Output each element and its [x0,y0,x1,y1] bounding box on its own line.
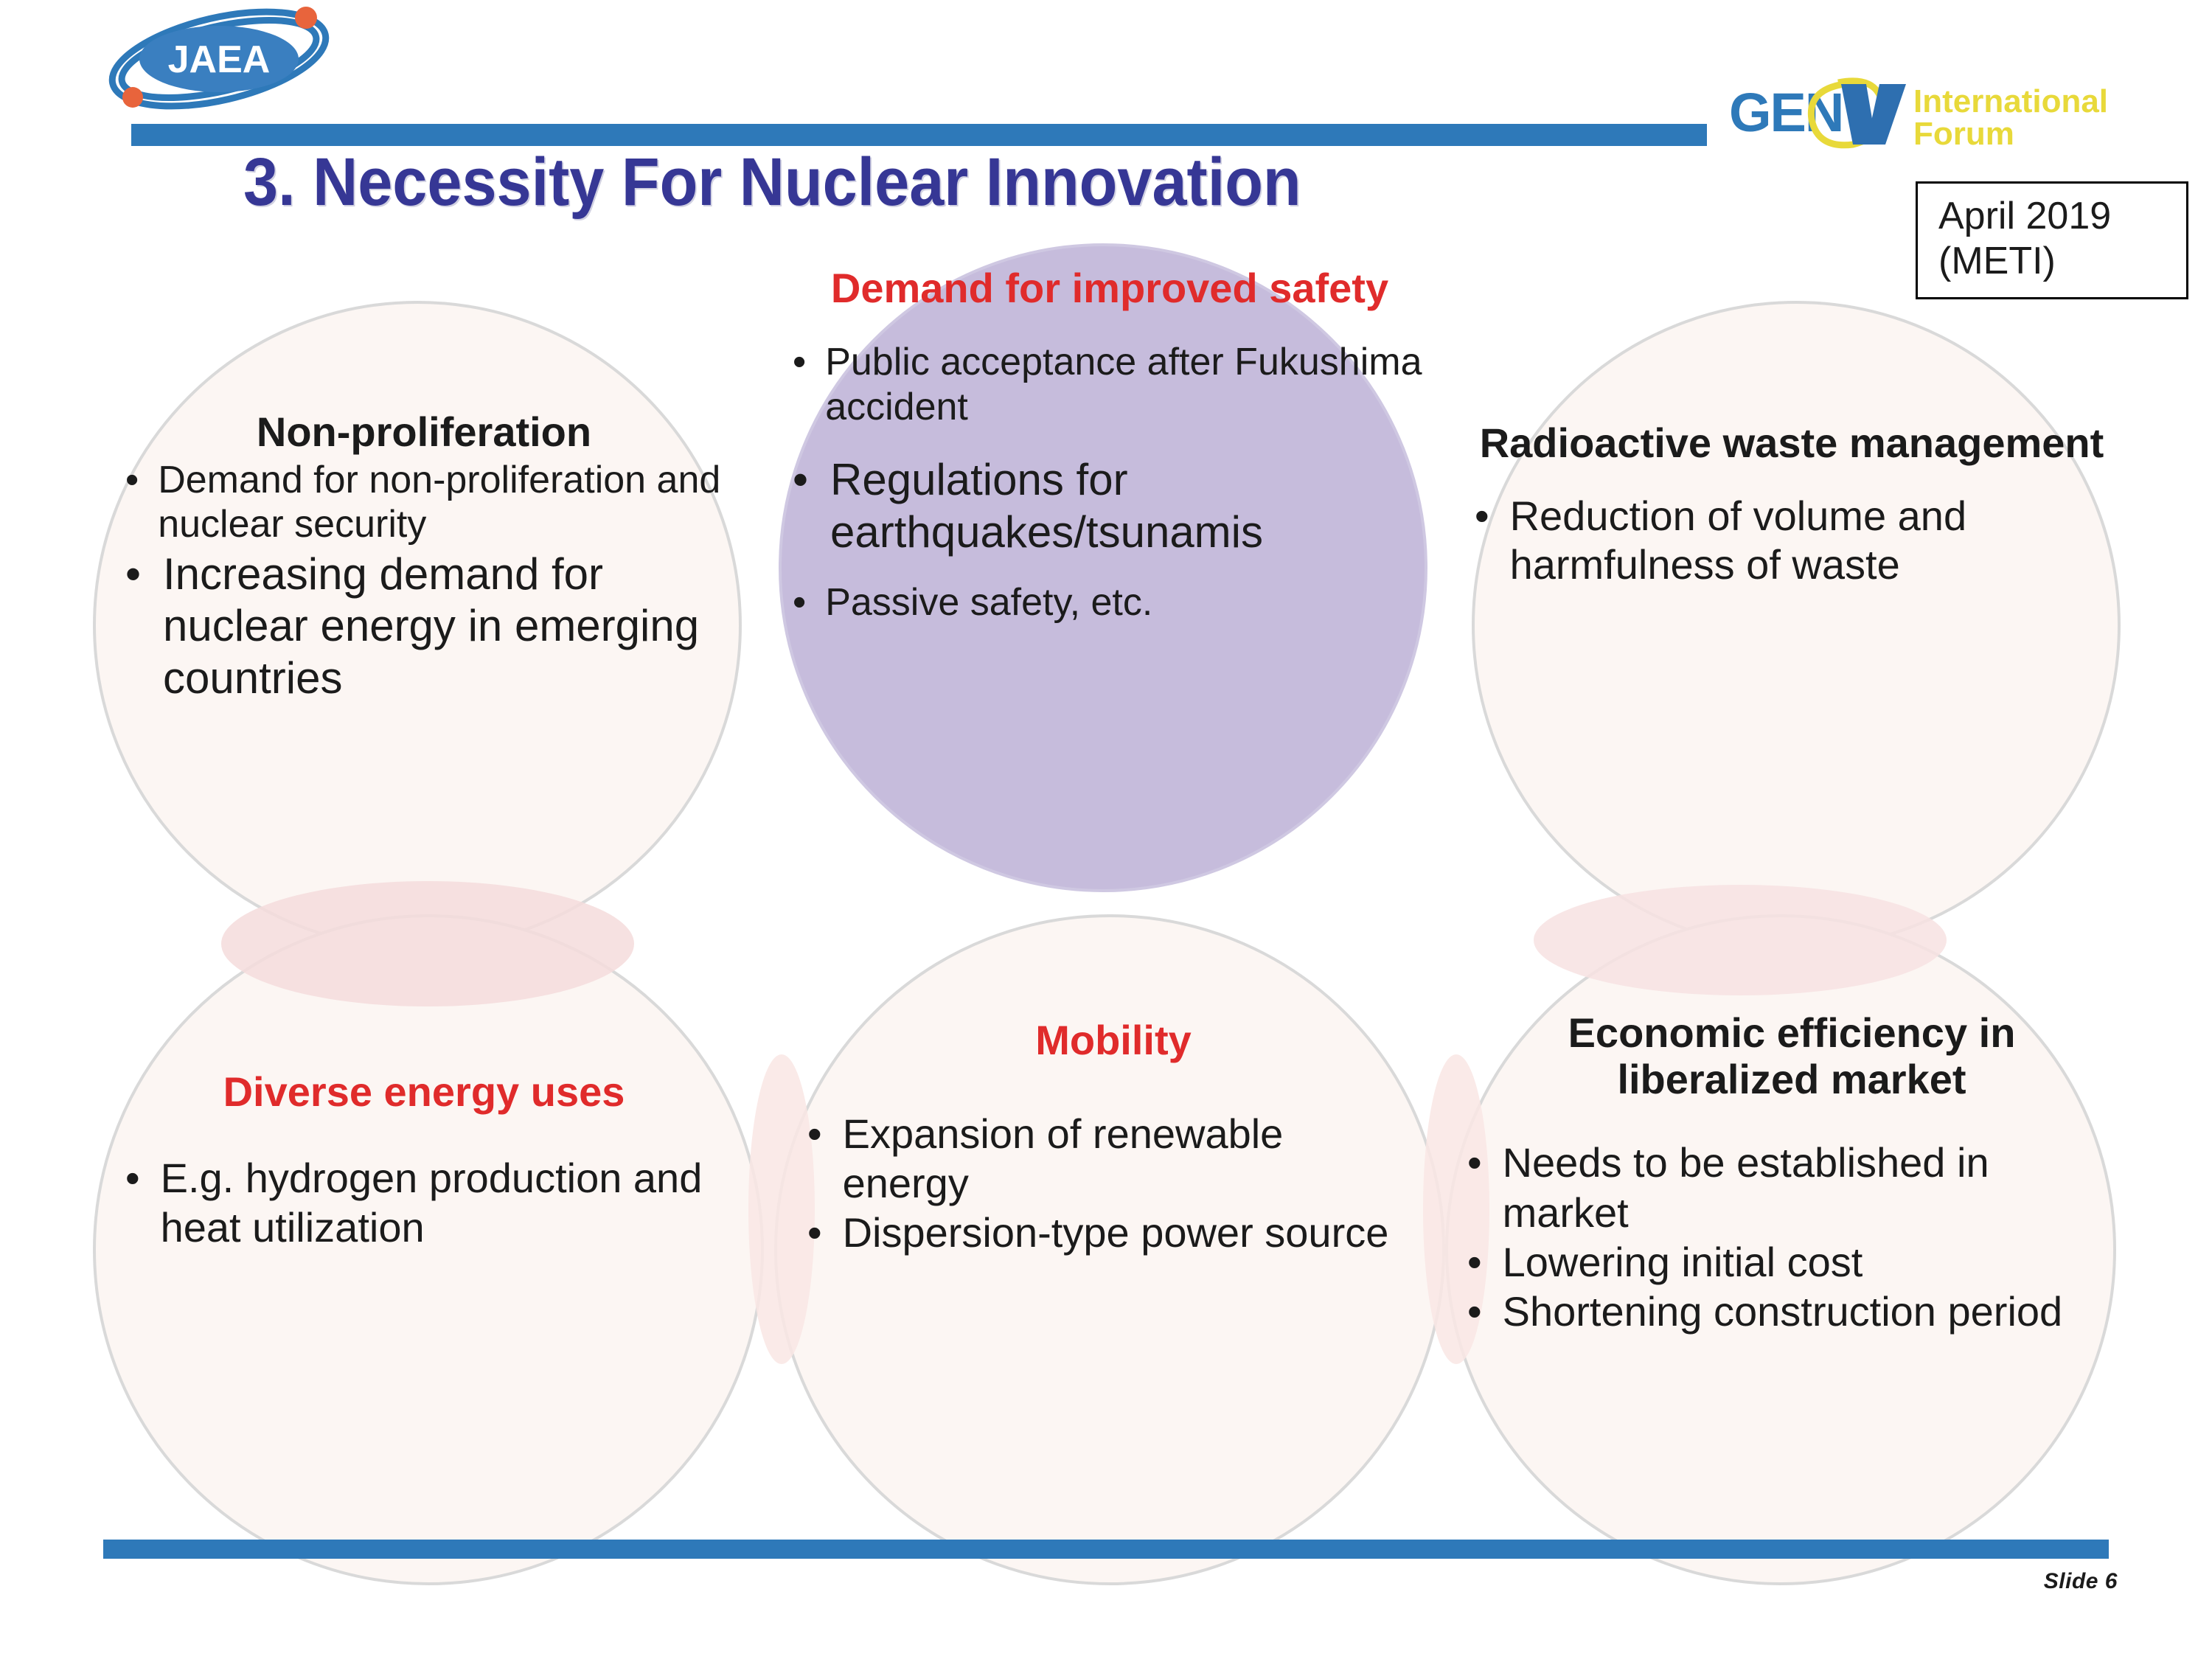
list-item: Regulations for earthquakes/tsunamis [793,454,1427,557]
overlap-lens-middle-left [748,1054,815,1364]
circle-title-radioactive-waste-management: Radioactive waste management [1479,420,2104,466]
list-item: Increasing demand for nuclear energy in … [125,549,723,704]
list-item: Lowering initial cost [1467,1237,2116,1287]
text-block-radioactive-waste-management: Radioactive waste management Reduction o… [1475,420,2109,589]
circle-title-mobility: Mobility [1035,1017,1192,1063]
bullet-list-radioactive-waste-management: Reduction of volume and harmfulness of w… [1475,492,2109,589]
text-block-demand-for-improved-safety: Demand for improved safety Public accept… [793,265,1427,625]
bullet-list-economic-efficiency: Needs to be established in market Loweri… [1467,1138,2116,1336]
list-item: Needs to be established in market [1467,1138,2116,1237]
list-item: Demand for non-proliferation and nuclear… [125,458,723,548]
list-item: Shortening construction period [1467,1287,2116,1336]
bullet-list-small-safety: Public acceptance after Fukushima accide… [793,340,1427,430]
text-block-diverse-energy-uses: Diverse energy uses E.g. hydrogen produc… [125,1069,723,1252]
gen-iv-international-forum-logo: GEN International Forum [1729,74,2127,155]
bullet-list-small-non-proliferation: Demand for non-proliferation and nuclear… [125,458,723,548]
footer-accent-bar [103,1540,2109,1559]
circle-title-non-proliferation: Non-proliferation [256,408,592,455]
list-item: Reduction of volume and harmfulness of w… [1475,492,2109,589]
bullet-list-mobility: Expansion of renewable energy Dispersion… [807,1109,1419,1258]
circle-title-diverse-energy-uses: Diverse energy uses [223,1068,625,1115]
bullet-list-large-non-proliferation: Increasing demand for nuclear energy in … [125,549,723,704]
circle-title-demand-for-improved-safety: Demand for improved safety [830,265,1389,311]
text-block-mobility: Mobility Expansion of renewable energy D… [807,1018,1419,1257]
geniv-international-text: International [1913,83,2108,119]
page-title: 3. Necessity For Nuclear Innovation [243,145,1301,220]
text-block-economic-efficiency: Economic efficiency in liberalized marke… [1467,1009,2116,1336]
overlap-lens-right [1534,885,1947,995]
list-item: Dispersion-type power source [807,1208,1419,1257]
date-line-1: April 2019 [1938,195,2112,237]
overlap-lens-left [221,881,634,1006]
bullet-list-diverse-energy-uses: E.g. hydrogen production and heat utiliz… [125,1153,723,1252]
jaea-orbit-dot-top [295,7,317,29]
list-item: E.g. hydrogen production and heat utiliz… [125,1153,723,1252]
slide-number: Slide 6 [2043,1569,2118,1593]
circle-radioactive-waste-management [1472,301,2121,950]
list-item: Public acceptance after Fukushima accide… [793,340,1427,430]
date-source-box: April 2019 (METI) [1916,181,2188,299]
bullet-list-tail-safety: Passive safety, etc. [793,580,1427,625]
list-item: Passive safety, etc. [793,580,1427,625]
jaea-logo: JAEA [97,1,341,119]
list-item: Expansion of renewable energy [807,1109,1419,1208]
text-block-non-proliferation: Non-proliferation Demand for non-prolife… [125,409,723,704]
header-accent-bar [131,124,1707,146]
jaea-orbit-dot-bottom [122,87,143,108]
bullet-list-large-safety: Regulations for earthquakes/tsunamis [793,454,1427,557]
date-line-2: (METI) [1938,240,2056,283]
geniv-forum-text: Forum [1913,116,2014,152]
circle-title-economic-efficiency: Economic efficiency in liberalized marke… [1568,1009,2016,1102]
jaea-logo-text: JAEA [168,38,271,81]
